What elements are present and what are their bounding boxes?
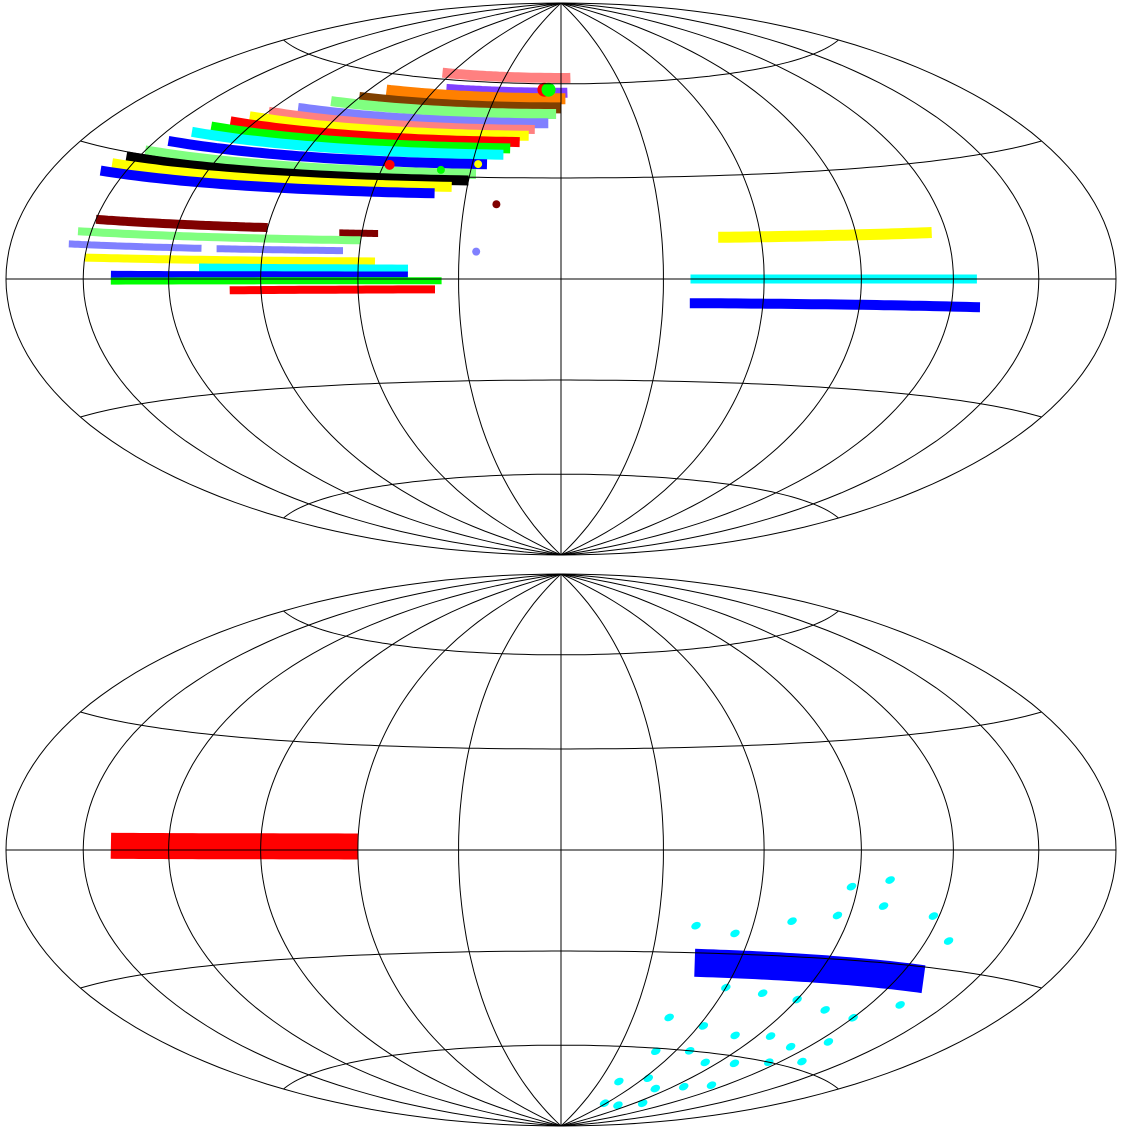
pointing-field	[787, 917, 797, 925]
pointing-field	[651, 1047, 661, 1056]
survey-patch	[541, 82, 556, 97]
survey-stripe	[68, 240, 202, 252]
pointing-field	[664, 1013, 674, 1022]
meridian-line	[458, 573, 562, 1127]
pointing-field	[823, 1038, 834, 1046]
pointing-field	[797, 1057, 807, 1066]
meridian-line	[560, 2, 765, 556]
map-outline	[560, 2, 1117, 556]
meridian-line	[560, 573, 1040, 1127]
survey-stripe	[125, 151, 469, 186]
pointing-field	[757, 989, 768, 998]
survey-stripe	[297, 102, 549, 129]
meridian-line	[260, 2, 562, 556]
pointing-field	[895, 1001, 905, 1009]
pointing-field	[878, 902, 889, 910]
meridian-line	[560, 573, 765, 1127]
survey-stripe	[229, 285, 435, 295]
meridian-line	[357, 2, 562, 556]
pointing-field	[820, 1006, 830, 1014]
pointing-field	[846, 882, 857, 891]
pointing-field	[785, 1042, 796, 1051]
survey-stripe	[718, 227, 932, 243]
survey-stripe	[216, 245, 343, 255]
survey-stripe	[268, 106, 535, 134]
pointing-field	[700, 1058, 710, 1067]
survey-stripe	[77, 227, 361, 245]
pointing-field	[691, 921, 701, 930]
survey-stripe	[111, 158, 452, 192]
meridian-line	[560, 2, 862, 556]
map-outline	[560, 573, 1117, 1127]
meridian-line	[560, 573, 954, 1127]
meridian-line	[82, 573, 562, 1127]
survey-stripe	[339, 229, 379, 237]
pointing-field	[832, 911, 843, 920]
survey-stripe	[210, 121, 511, 154]
survey-stripe	[144, 145, 477, 179]
survey-stripe	[248, 111, 529, 141]
survey-patch	[474, 160, 483, 169]
pointing-field	[730, 1031, 740, 1040]
survey-patch	[472, 247, 481, 256]
pointing-field	[678, 1082, 689, 1091]
map-outline	[5, 2, 562, 556]
survey-patch	[436, 165, 445, 174]
meridian-line	[560, 573, 664, 1127]
meridian-line	[82, 2, 562, 556]
survey-stripe	[167, 135, 488, 170]
meridian-line	[357, 573, 562, 1127]
meridian-line	[560, 2, 664, 556]
pointing-field	[885, 876, 895, 884]
survey-stripe	[199, 263, 408, 273]
survey-patch	[384, 159, 395, 170]
top-hammer-map	[5, 2, 1117, 556]
survey-stripe	[110, 832, 358, 860]
pointing-field	[613, 1101, 623, 1109]
survey-stripe	[358, 92, 561, 114]
pointing-field	[698, 1022, 709, 1030]
pointing-field	[765, 1032, 776, 1040]
survey-patch	[492, 200, 501, 209]
graticule	[5, 573, 1117, 1127]
survey-stripe	[330, 96, 557, 119]
meridian-line	[260, 573, 562, 1127]
pointing-field	[614, 1077, 624, 1086]
bottom-hammer-map	[5, 573, 1117, 1127]
survey-stripe	[385, 84, 566, 105]
graticule	[5, 2, 1117, 556]
pointing-field	[650, 1084, 661, 1093]
survey-stripe	[110, 270, 408, 280]
pointing-field	[943, 937, 954, 945]
survey-stripe	[689, 298, 981, 313]
map-outline	[5, 573, 562, 1127]
meridian-line	[168, 573, 562, 1127]
meridian-line	[560, 2, 954, 556]
survey-stripe	[229, 116, 520, 148]
pointing-field	[730, 929, 740, 938]
pointing-field	[928, 912, 939, 920]
meridian-line	[458, 2, 562, 556]
pointing-field	[706, 1081, 717, 1089]
meridian-line	[560, 573, 862, 1127]
survey-stripe	[95, 214, 268, 233]
meridian-line	[168, 2, 562, 556]
pointing-field	[729, 1059, 740, 1068]
survey-stripe	[694, 948, 926, 994]
survey-stripe	[84, 253, 376, 266]
meridian-line	[560, 2, 1040, 556]
